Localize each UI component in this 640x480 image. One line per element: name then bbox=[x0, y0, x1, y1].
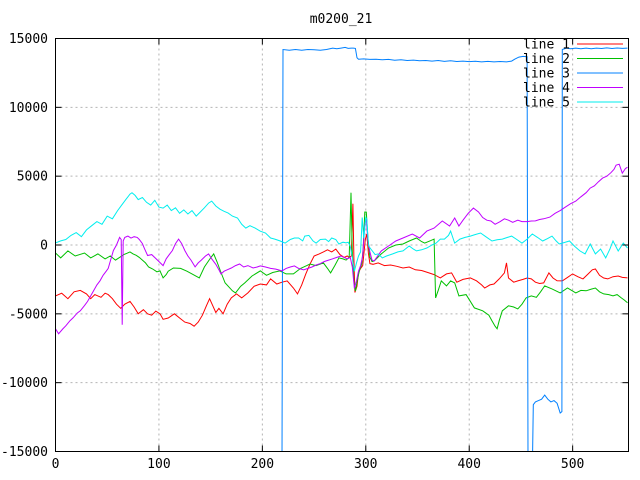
y-tick-label: -5000 bbox=[9, 307, 48, 322]
y-tick-label: -10000 bbox=[1, 376, 48, 391]
axis-layer: 0 100 200 300 400 500 -15000 -10000 -5000 0 5000 10… bbox=[1, 32, 629, 472]
x-tick-label: 300 bbox=[354, 457, 377, 472]
legend-label: line 1 bbox=[523, 38, 570, 53]
legend-label: line 2 bbox=[523, 52, 570, 67]
y-tick-label: 15000 bbox=[9, 32, 48, 47]
series-line-4 bbox=[55, 163, 628, 335]
series-line-1 bbox=[55, 203, 628, 327]
legend-entry: line 3 bbox=[523, 67, 623, 82]
legend-entry: line 4 bbox=[523, 81, 623, 96]
legend-label: line 5 bbox=[523, 96, 570, 111]
y-tick-label: 0 bbox=[40, 239, 48, 254]
legend-label: line 3 bbox=[523, 67, 570, 82]
x-tick-label: 100 bbox=[147, 457, 170, 472]
series-line-3 bbox=[281, 46, 628, 452]
legend-entry: line 2 bbox=[523, 52, 623, 67]
y-tick-label: 5000 bbox=[17, 170, 48, 185]
legend-entry: line 5 bbox=[523, 96, 623, 111]
y-tick-label: -15000 bbox=[1, 445, 48, 460]
grid-layer bbox=[55, 38, 629, 452]
chart-title: m0200_21 bbox=[310, 12, 373, 27]
legend-entry: line 1 bbox=[523, 38, 623, 53]
series-line-5 bbox=[55, 192, 628, 272]
series-line-2 bbox=[55, 192, 628, 330]
x-tick-label: 400 bbox=[457, 457, 480, 472]
x-tick-label: 500 bbox=[561, 457, 584, 472]
series-layer bbox=[55, 46, 628, 452]
x-tick-label: 200 bbox=[251, 457, 274, 472]
y-tick-label: 10000 bbox=[9, 101, 48, 116]
x-tick-label: 0 bbox=[52, 457, 60, 472]
legend-label: line 4 bbox=[523, 81, 570, 96]
